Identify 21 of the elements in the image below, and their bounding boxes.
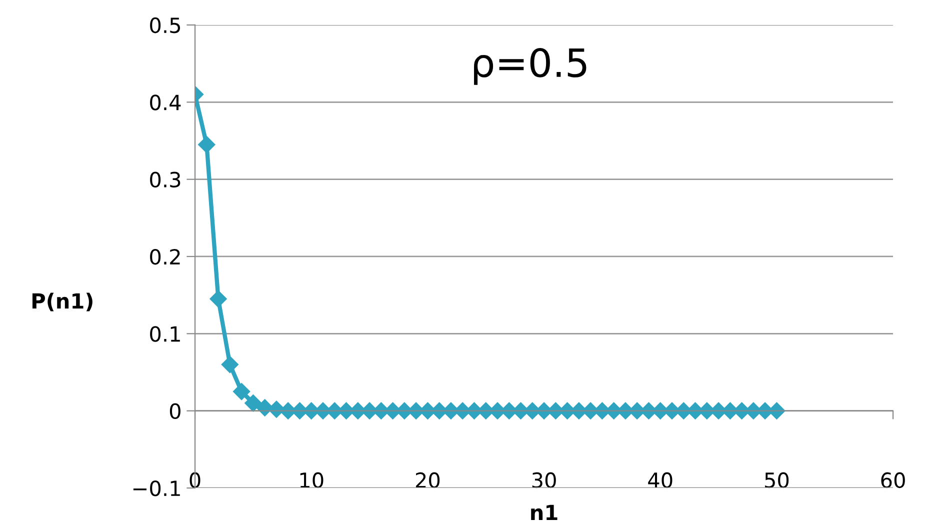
text: ρ=0.5	[474, 48, 586, 85]
y-axis-title: P(n1)	[32, 292, 92, 312]
y-tick-label: 0.4	[150, 94, 181, 110]
x-axis-title: n1	[531, 504, 558, 520]
x-tick-label: 40	[648, 472, 672, 488]
x-tick-label: 10	[300, 472, 324, 488]
y-tick-label: 0	[170, 403, 180, 420]
y-tick-label: −0.1	[133, 480, 180, 496]
x-tick-label: 50	[765, 472, 789, 488]
point	[233, 382, 250, 400]
point	[198, 136, 216, 154]
x-tick-label: 20	[416, 472, 440, 488]
point	[210, 290, 227, 308]
x-tick-label: 30	[532, 472, 556, 488]
y-tick-label: 0.1	[150, 326, 180, 342]
point	[244, 394, 262, 412]
y-tick-label: 0.3	[150, 172, 180, 188]
x-tick-label: 60	[881, 472, 905, 488]
y-tick-label: 0.2	[150, 248, 180, 265]
y-tick-label: 0.5	[150, 17, 180, 34]
point	[221, 356, 238, 374]
